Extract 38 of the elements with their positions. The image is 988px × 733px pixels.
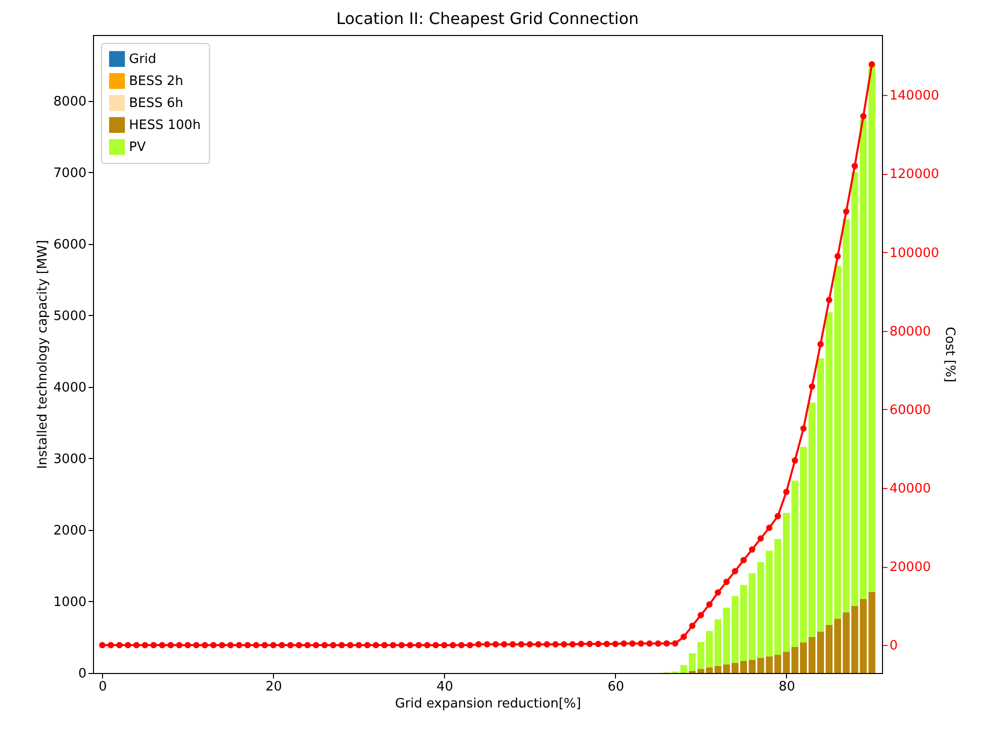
y-tick-label: 4000 xyxy=(53,380,86,396)
bar xyxy=(680,664,688,673)
y-tick-label: 7000 xyxy=(53,166,86,181)
y-tick-label: 2000 xyxy=(53,523,86,538)
y2-tick-label: 0 xyxy=(890,638,898,654)
y-axis-title: Installed technology capacity [MW] xyxy=(35,240,50,470)
y2-tick-label: 40000 xyxy=(890,481,931,496)
legend-label: BESS 2h xyxy=(129,74,184,89)
y2-tick-label: 120000 xyxy=(890,167,940,182)
x-tick-label: 80 xyxy=(778,680,796,694)
y-tick-label: 3000 xyxy=(53,452,86,467)
y-tick-label: 6000 xyxy=(53,237,86,252)
x-axis-title: Grid expansion reduction[%] xyxy=(394,696,582,712)
y-tick-label: 0 xyxy=(78,666,86,682)
bar xyxy=(766,550,773,656)
y2-tick-label: 140000 xyxy=(890,88,940,104)
legend-label: HESS 100h xyxy=(129,118,201,133)
y2-tick-label: 60000 xyxy=(890,402,931,418)
y-tick-label: 1000 xyxy=(53,594,86,610)
bar xyxy=(851,606,858,673)
x-tick-label: 20 xyxy=(266,680,282,694)
legend-label: PV xyxy=(129,140,146,155)
y2-tick-label: 100000 xyxy=(890,246,940,261)
chart-title: Location II: Cheapest Grid Connection xyxy=(336,9,639,28)
legend-label: Grid xyxy=(129,52,156,67)
y2-axis-title: Cost [%] xyxy=(942,326,958,382)
legend-label: BESS 6h xyxy=(129,96,184,111)
bar xyxy=(851,172,858,606)
y-tick-label: 8000 xyxy=(53,94,86,110)
bar xyxy=(842,612,850,673)
x-tick-label: 60 xyxy=(608,680,624,694)
y2-tick-label: 20000 xyxy=(890,560,931,576)
x-tick-label: 40 xyxy=(436,680,454,694)
bar xyxy=(766,656,773,673)
y-tick-label: 5000 xyxy=(53,308,86,324)
x-tick-label: 0 xyxy=(98,680,107,694)
bar xyxy=(842,219,850,612)
y2-tick-label: 80000 xyxy=(890,324,931,340)
